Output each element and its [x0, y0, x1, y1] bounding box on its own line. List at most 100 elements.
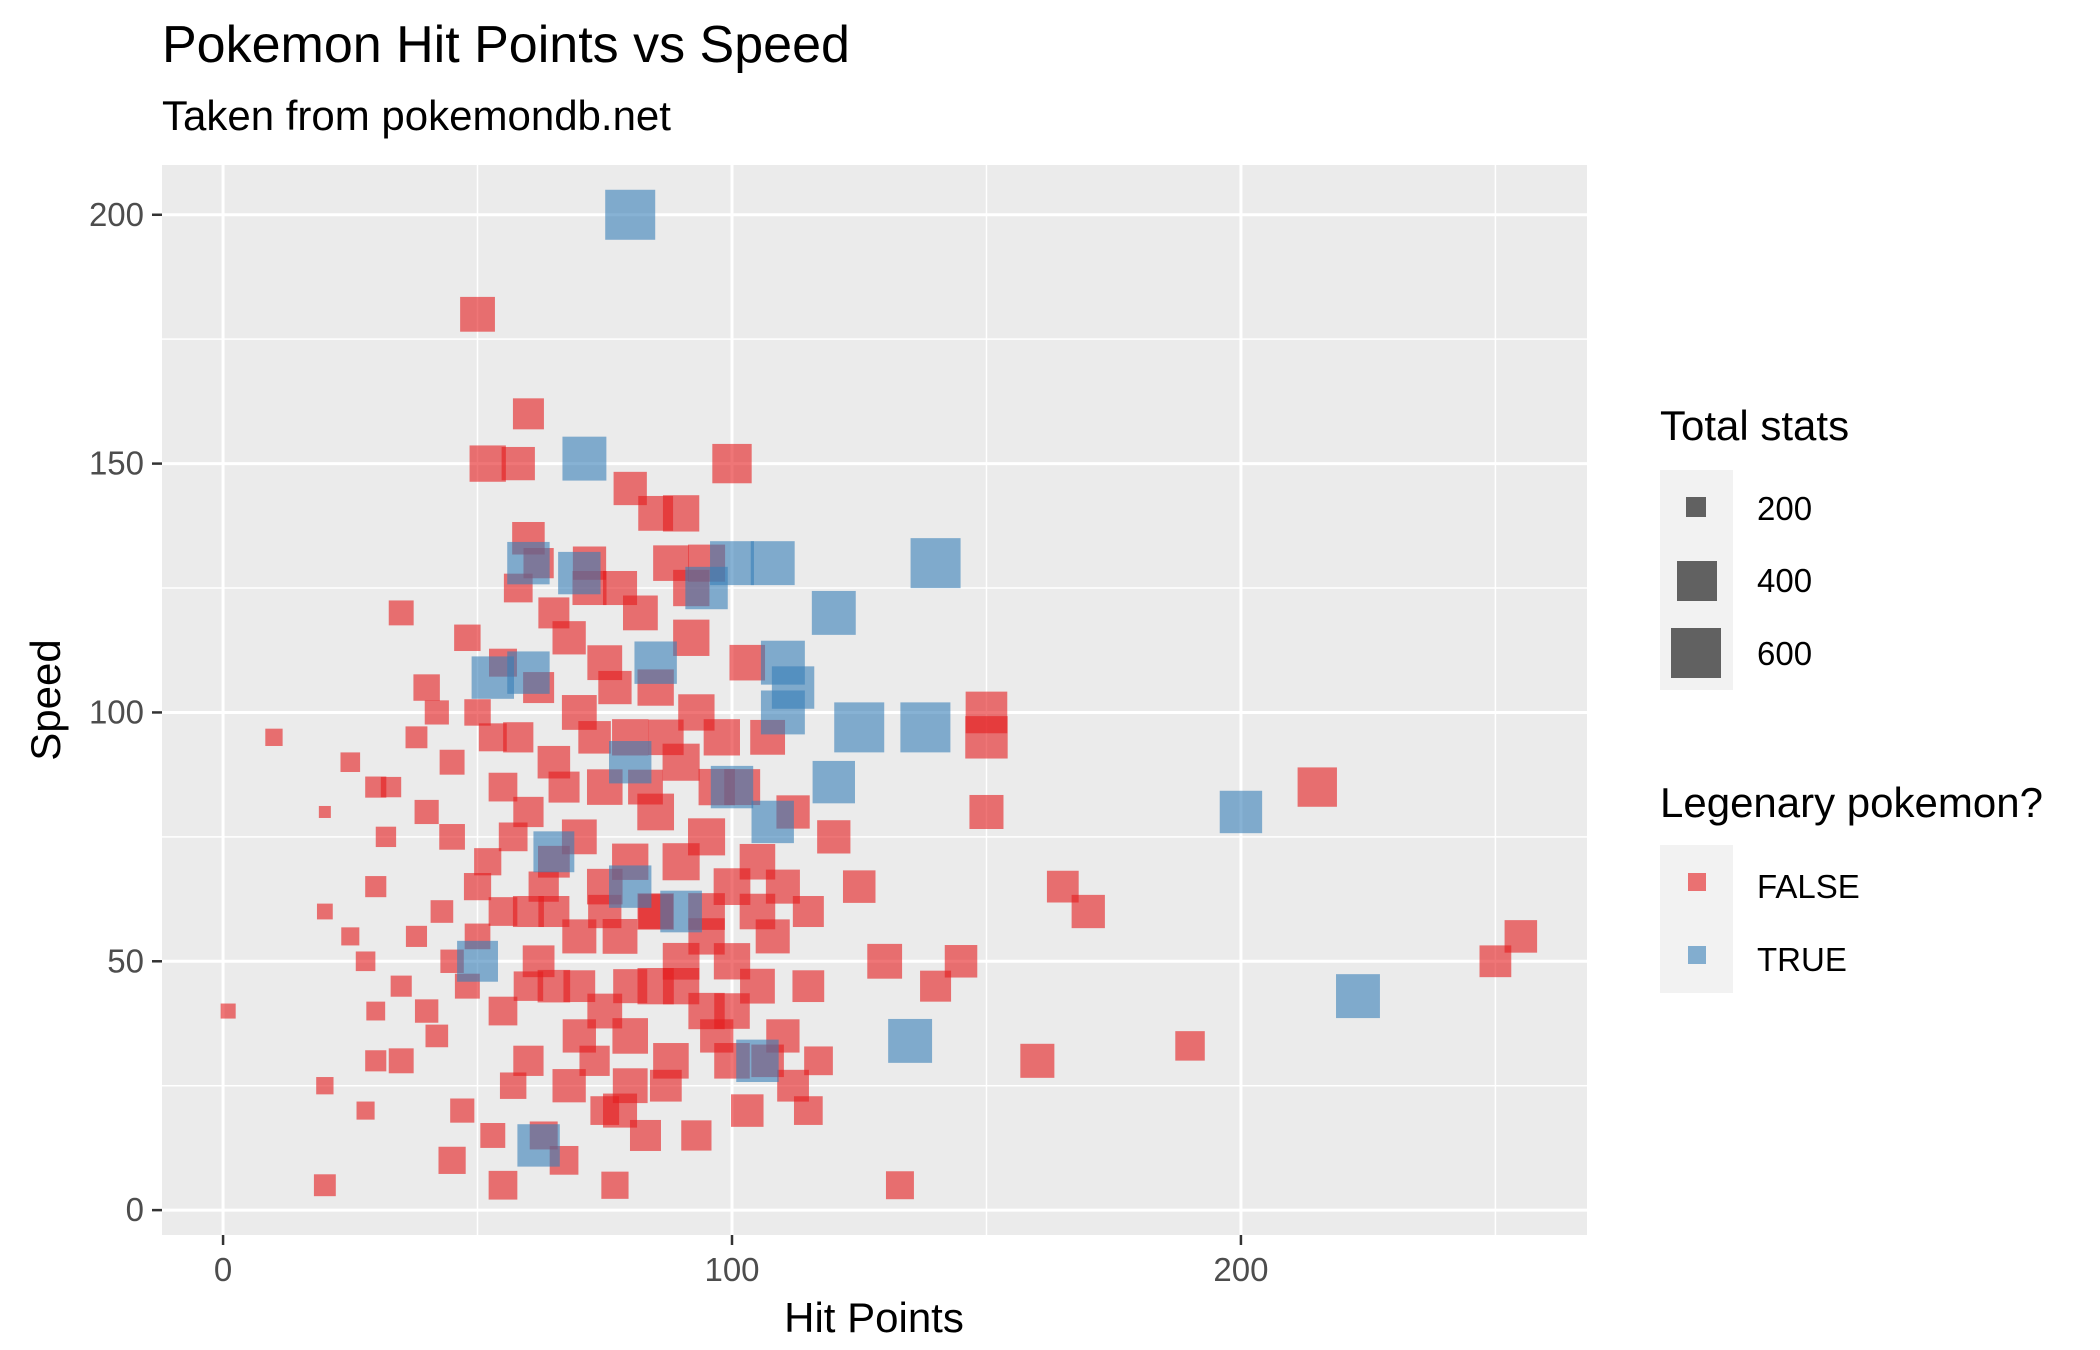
data-point-false: [501, 446, 535, 481]
y-tick-label: 150: [89, 445, 144, 482]
data-point-true: [910, 538, 961, 589]
data-point-false: [842, 870, 876, 903]
data-point-true: [634, 641, 677, 684]
data-point-false: [673, 619, 710, 656]
data-point-false: [729, 644, 766, 681]
data-point-false: [563, 970, 596, 1003]
data-point-false: [488, 1170, 518, 1200]
data-point-true: [888, 1018, 933, 1063]
size-legend-label-600: 600: [1757, 635, 1812, 672]
color-legend-key-true: [1688, 946, 1706, 964]
color-legend: Legenary pokemon? FALSE TRUE: [1660, 779, 2043, 993]
data-point-false: [513, 971, 544, 1001]
data-point-true: [507, 651, 550, 694]
data-point-false: [318, 805, 331, 818]
size-legend-label-400: 400: [1757, 562, 1812, 599]
data-point-true: [558, 551, 601, 595]
data-point-true: [736, 1039, 779, 1083]
data-point-false: [454, 624, 481, 652]
data-point-false: [488, 772, 518, 802]
x-tick-label: 100: [704, 1251, 759, 1288]
data-point-false: [380, 776, 402, 798]
data-point-false: [681, 1120, 712, 1151]
data-point-true: [507, 541, 550, 585]
data-point-false: [739, 893, 776, 930]
color-legend-label-false: FALSE: [1757, 868, 1860, 905]
data-point-false: [731, 1094, 764, 1127]
size-legend-title: Total stats: [1660, 402, 1849, 449]
data-point-false: [316, 903, 333, 920]
data-point-false: [460, 296, 495, 332]
y-tick-label: 0: [126, 1191, 144, 1228]
data-point-false: [478, 723, 507, 752]
data-point-false: [450, 1098, 475, 1123]
data-point-false: [469, 445, 506, 482]
data-point-false: [405, 925, 428, 947]
data-point-false: [313, 1174, 336, 1197]
data-point-true: [609, 865, 652, 908]
data-point-false: [413, 674, 440, 701]
axes: 0 100 200 0 50 100 150 200: [89, 196, 1269, 1288]
data-point-true: [771, 666, 815, 709]
data-point-true: [834, 702, 885, 753]
data-point-false: [355, 951, 376, 972]
size-legend-key-200: [1686, 497, 1706, 517]
data-point-false: [356, 1101, 375, 1120]
data-point-false: [601, 1171, 629, 1199]
data-point-false: [649, 1069, 682, 1102]
data-point-true: [751, 800, 794, 844]
data-point-true: [811, 590, 856, 635]
data-point-true: [900, 702, 951, 753]
data-point-true: [609, 741, 652, 784]
data-point-false: [365, 876, 387, 898]
data-point-false: [513, 796, 544, 828]
data-point-false: [341, 927, 360, 946]
data-point-false: [612, 1018, 648, 1054]
data-point-false: [414, 799, 439, 825]
data-point-false: [867, 943, 903, 979]
data-point-false: [638, 495, 674, 531]
data-point-true: [471, 656, 515, 699]
data-point-false: [430, 900, 454, 923]
data-point-false: [265, 728, 283, 746]
data-point-false: [965, 691, 1008, 734]
data-point-false: [920, 970, 952, 1002]
data-point-true: [1219, 790, 1263, 834]
data-point-false: [340, 752, 361, 773]
data-point-false: [714, 993, 750, 1029]
data-point-false: [538, 597, 570, 629]
color-legend-key-false: [1688, 873, 1706, 891]
data-point-false: [220, 1003, 236, 1019]
data-point-false: [1504, 920, 1538, 953]
data-point-true: [660, 890, 702, 933]
data-point-true: [533, 831, 575, 873]
data-point-false: [424, 700, 449, 725]
data-point-false: [488, 996, 518, 1026]
data-point-false: [499, 1072, 527, 1099]
data-point-false: [777, 1069, 809, 1102]
size-legend-key-400: [1677, 561, 1717, 601]
y-axis-title: Speed: [22, 639, 69, 760]
data-point-true: [812, 760, 855, 804]
data-point-false: [548, 771, 580, 803]
data-point-false: [512, 398, 544, 430]
data-point-false: [316, 1077, 334, 1095]
data-point-false: [388, 1048, 414, 1074]
x-tick-label: 0: [214, 1251, 232, 1288]
data-point-false: [885, 1171, 914, 1200]
data-point-false: [390, 975, 412, 997]
plot-panel: [162, 165, 1587, 1235]
data-point-true: [750, 541, 795, 586]
data-point-false: [578, 721, 611, 754]
data-point-false: [405, 726, 428, 749]
data-point-false: [648, 719, 684, 756]
data-point-true: [562, 436, 607, 481]
data-point-false: [678, 694, 715, 731]
data-point-false: [488, 897, 518, 926]
data-point-false: [792, 970, 825, 1003]
data-point-true: [605, 189, 656, 240]
data-point-false: [438, 1146, 466, 1174]
data-point-false: [1071, 894, 1105, 929]
data-point-false: [598, 670, 632, 705]
